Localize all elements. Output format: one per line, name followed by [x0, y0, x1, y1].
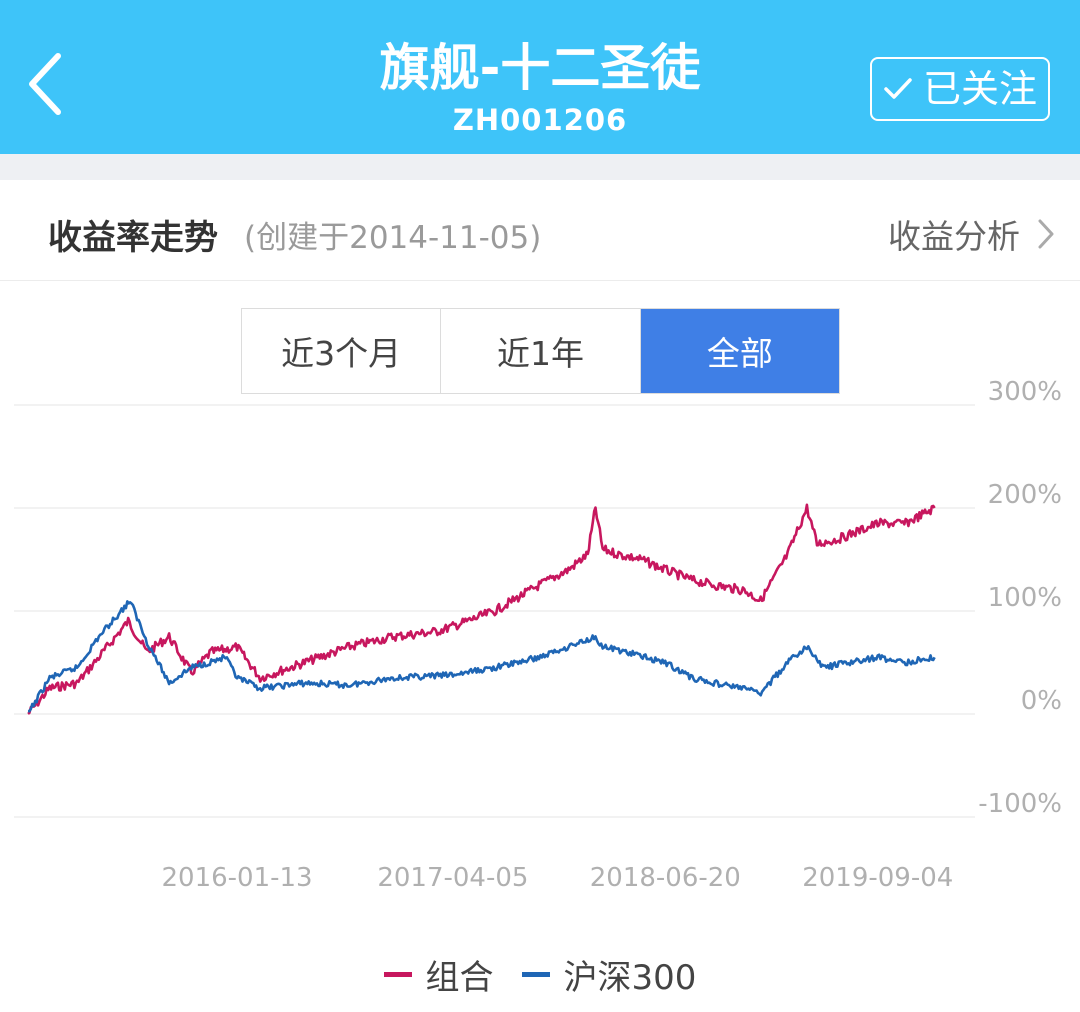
follow-button-label: 已关注 — [922, 67, 1037, 111]
y-tick-label: 200% — [988, 480, 1062, 510]
y-tick-label: 100% — [988, 583, 1062, 613]
x-tick-label: 2016-01-13 — [162, 863, 313, 893]
follow-button[interactable]: 已关注 — [870, 57, 1050, 121]
legend-label-portfolio: 组合 — [425, 958, 494, 998]
legend-item-portfolio: 组合 — [383, 950, 494, 999]
x-axis-labels: 2016-01-13 2017-04-05 2018-06-20 2019-09-04 — [162, 863, 954, 893]
section-divider — [0, 154, 1080, 180]
series-line-portfolio — [27, 503, 936, 715]
y-axis-labels: 300% 200% 100% 0% -100% — [978, 380, 1062, 819]
legend-item-csi300: 沪深300 — [521, 950, 697, 999]
tab-all[interactable]: 全部 — [640, 309, 839, 393]
return-analysis-link[interactable]: 收益分析 — [888, 210, 1056, 258]
chart-lines — [27, 503, 936, 715]
page-title: 旗舰-十二圣徒 — [379, 39, 701, 97]
tab-1-year[interactable]: 近1年 — [441, 309, 641, 393]
chart-grid — [14, 404, 975, 818]
section-title: 收益率走势 — [48, 218, 218, 258]
chevron-right-icon — [1038, 219, 1054, 249]
portfolio-code: ZH001206 — [452, 103, 628, 137]
x-tick-label: 2018-06-20 — [590, 863, 741, 893]
return-analysis-label: 收益分析 — [888, 217, 1020, 256]
chevron-left-icon — [29, 53, 61, 115]
section-header: 收益率走势 (创建于2014-11-05) 收益分析 — [0, 180, 1080, 281]
y-tick-label: -100% — [978, 789, 1062, 819]
top-navigation-bar: 旗舰-十二圣徒 ZH001206 已关注 — [0, 0, 1080, 154]
period-tabs: 近3个月 近1年 全部 — [241, 308, 840, 394]
x-tick-label: 2019-09-04 — [802, 863, 953, 893]
legend-swatch-portfolio — [383, 972, 412, 977]
check-icon — [884, 78, 912, 99]
y-tick-label: 300% — [988, 380, 1062, 407]
return-chart: 300% 200% 100% 0% -100% 2016-01-13 2017-04-05… — [14, 380, 1062, 893]
y-tick-label: 0% — [1021, 686, 1062, 716]
legend-label-csi300: 沪深300 — [563, 958, 697, 998]
legend-swatch-csi300 — [521, 972, 550, 977]
back-button[interactable] — [22, 48, 82, 138]
tab-3-months[interactable]: 近3个月 — [242, 309, 442, 393]
x-tick-label: 2017-04-05 — [377, 863, 528, 893]
chart-legend: 组合 沪深300 — [0, 950, 1080, 999]
series-line-csi300 — [27, 600, 936, 713]
created-date-note: (创建于2014-11-05) — [244, 220, 542, 256]
